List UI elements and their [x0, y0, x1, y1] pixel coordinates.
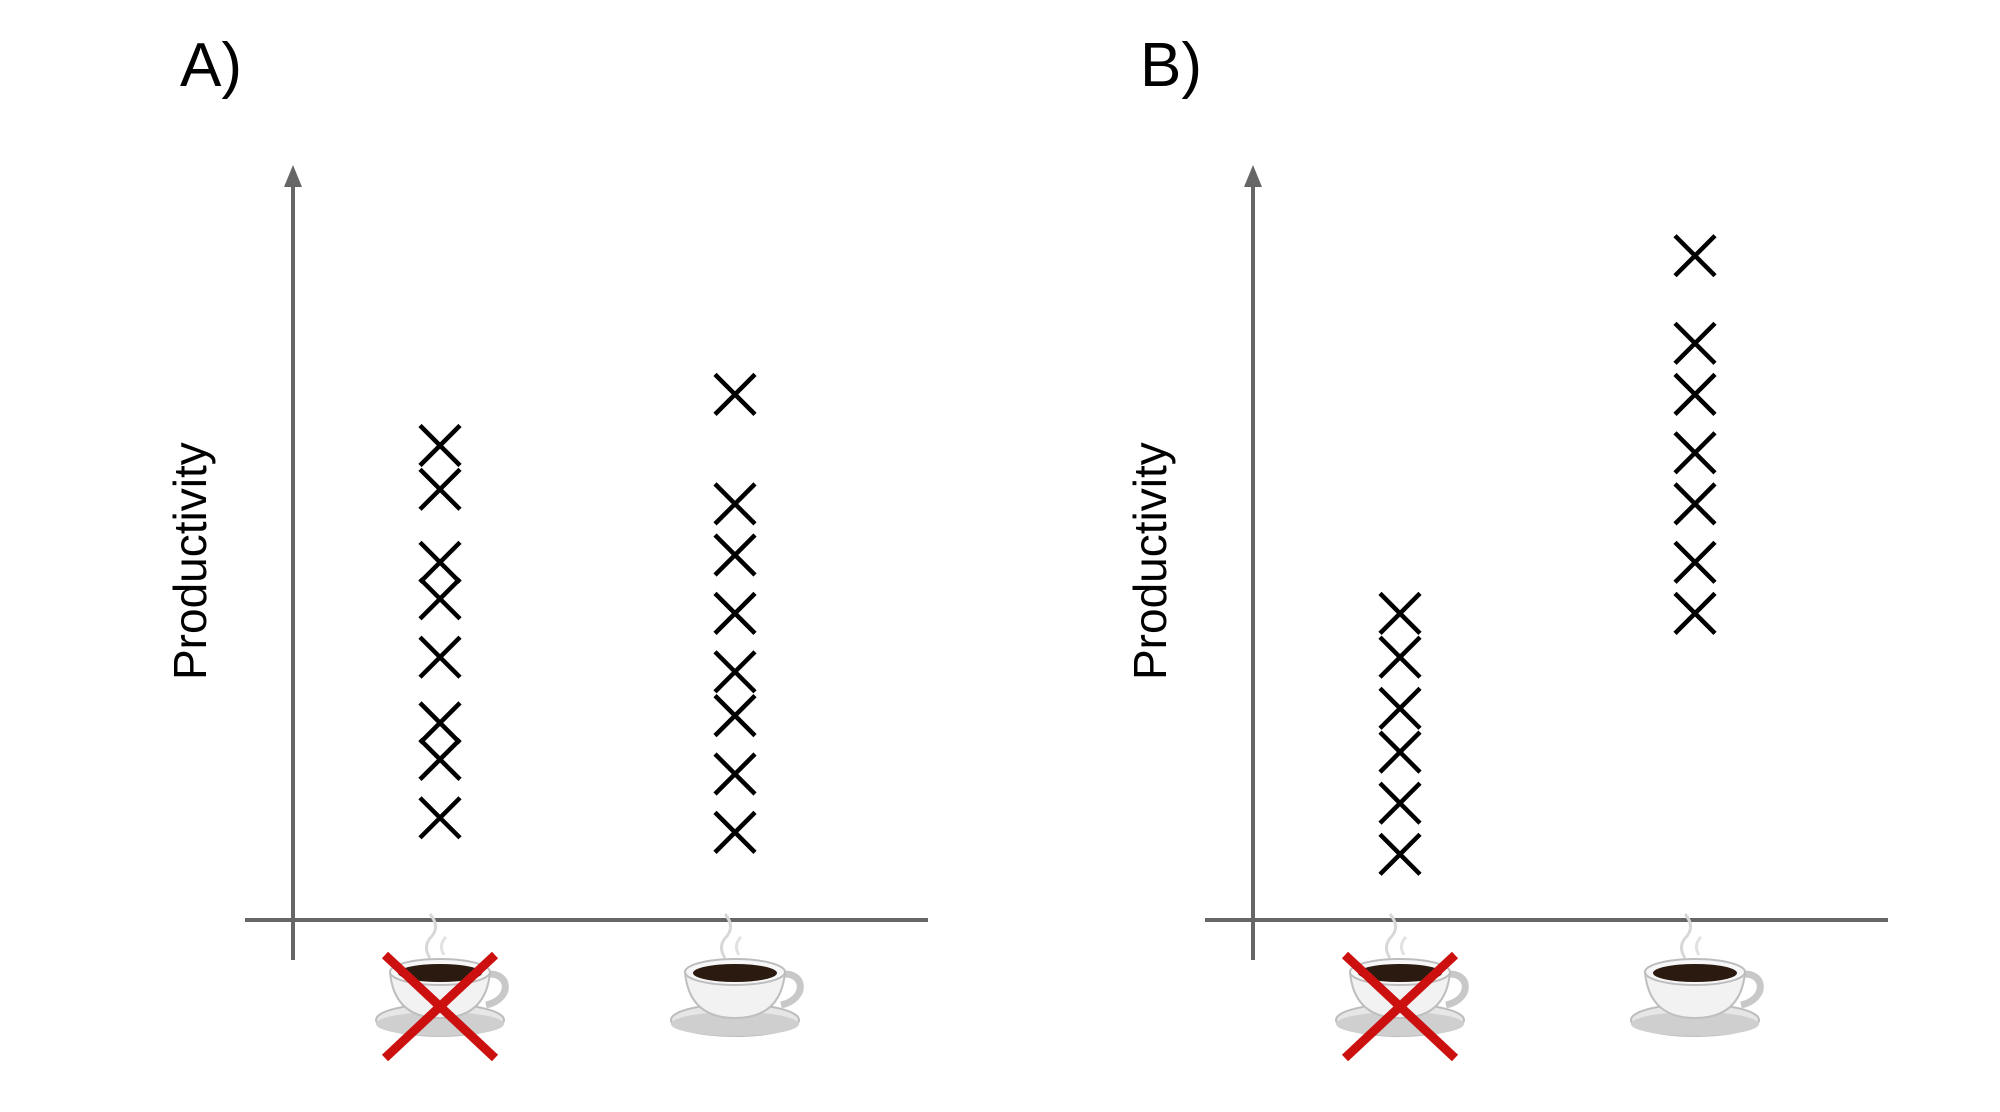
- data-point: [418, 796, 462, 840]
- coffee-surface: [398, 964, 482, 982]
- steam: [1399, 935, 1408, 956]
- steam: [1385, 913, 1397, 959]
- plot-area: [1205, 165, 1888, 1062]
- data-point: [418, 540, 462, 584]
- steam: [439, 935, 448, 956]
- cross-stroke: [1341, 951, 1459, 1062]
- saucer-shadow: [671, 1012, 799, 1036]
- cup-handle: [778, 970, 804, 1009]
- data-point: [1673, 321, 1717, 365]
- data-point: [1378, 686, 1422, 730]
- data-point: [1673, 431, 1717, 475]
- coffee-surface: [693, 964, 777, 982]
- data-point: [1378, 591, 1422, 635]
- data-point: [1378, 635, 1422, 679]
- no-coffee-icon: [1335, 913, 1469, 1037]
- coffee-surface: [1358, 964, 1442, 982]
- coffee-icon: [670, 913, 804, 1037]
- data-point: [418, 577, 462, 621]
- saucer-shadow: [1336, 1012, 1464, 1036]
- data-point: [1378, 730, 1422, 774]
- data-point: [713, 372, 757, 416]
- steam: [1680, 913, 1692, 959]
- saucer-shadow: [1631, 1012, 1759, 1036]
- cross-out-mark: [381, 951, 499, 1062]
- data-point: [1378, 781, 1422, 825]
- plot-area: [245, 165, 928, 1062]
- chart-panel-b: B) Productivity: [960, 0, 1960, 1112]
- data-point: [418, 635, 462, 679]
- steam: [425, 913, 437, 959]
- data-point: [418, 423, 462, 468]
- data-point: [713, 694, 757, 738]
- data-point: [1673, 234, 1717, 278]
- data-point: [1673, 372, 1717, 416]
- cup-handle: [483, 970, 509, 1009]
- steam: [734, 935, 743, 956]
- data-point: [1378, 832, 1422, 876]
- data-point: [713, 533, 757, 577]
- chart-panel-a: A) Productivity: [164, 31, 928, 1062]
- no-coffee-icon: [375, 913, 509, 1037]
- panel-label: A): [180, 31, 242, 100]
- coffee-surface: [1653, 964, 1737, 982]
- cup-handle: [1738, 970, 1764, 1009]
- panel-label: B): [1140, 31, 1202, 100]
- data-point: [1673, 482, 1717, 526]
- steam: [1694, 935, 1703, 956]
- data-point: [418, 737, 462, 781]
- y-axis-arrow: [284, 165, 302, 187]
- data-point: [713, 591, 757, 635]
- steam: [720, 913, 732, 959]
- cross-out-mark: [1341, 951, 1459, 1062]
- data-point: [713, 752, 757, 796]
- data-point: [1673, 591, 1717, 635]
- data-point: [713, 810, 757, 854]
- cup-handle: [1443, 970, 1469, 1009]
- y-axis-arrow: [1244, 165, 1262, 187]
- coffee-icon: [1630, 913, 1764, 1037]
- data-point: [713, 482, 757, 526]
- data-point: [713, 650, 757, 694]
- data-point: [418, 701, 462, 745]
- cross-stroke: [381, 951, 499, 1062]
- data-point: [1673, 540, 1717, 584]
- saucer-shadow: [376, 1012, 504, 1036]
- data-point: [418, 467, 462, 511]
